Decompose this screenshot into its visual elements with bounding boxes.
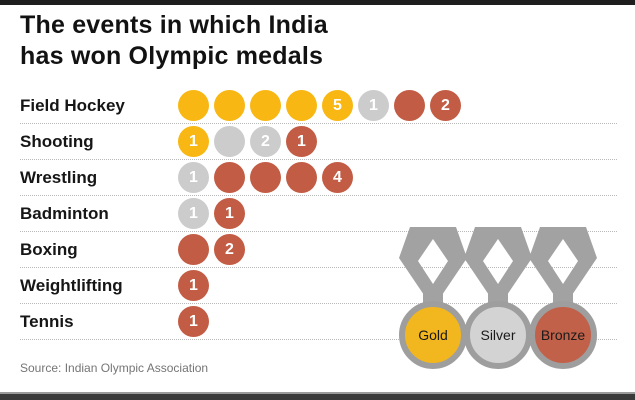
source-note: Source: Indian Olympic Association bbox=[20, 361, 209, 375]
row-label: Badminton bbox=[20, 203, 109, 223]
legend-medal-label: Gold bbox=[418, 327, 448, 343]
medal-dot-silver: 1 bbox=[178, 162, 209, 193]
legend-medal-label: Silver bbox=[480, 327, 515, 343]
row-label: Shooting bbox=[20, 131, 94, 151]
medal-dots: 1 bbox=[178, 270, 209, 301]
title-line-1: The events in which India bbox=[20, 11, 328, 39]
chart-title: The events in which India has won Olympic… bbox=[20, 10, 328, 72]
chart-row: Boxing 2 bbox=[20, 232, 617, 268]
medal-dot-silver: 1 bbox=[358, 90, 389, 121]
medal-dot-bronze: 1 bbox=[286, 126, 317, 157]
medal-dot-gold bbox=[250, 90, 281, 121]
legend-medal-silver: Silver bbox=[464, 227, 532, 369]
medal-dot-bronze: 1 bbox=[214, 198, 245, 229]
medal-legend: Gold Silver Bronze bbox=[399, 227, 597, 369]
medal-dot-bronze: 2 bbox=[214, 234, 245, 265]
medal-dot-gold bbox=[178, 90, 209, 121]
medal-dot-bronze bbox=[178, 234, 209, 265]
medal-dot-gold bbox=[286, 90, 317, 121]
title-line-2: has won Olympic medals bbox=[20, 42, 324, 70]
ribbon-icon bbox=[464, 227, 532, 298]
medal-dot-silver: 1 bbox=[178, 198, 209, 229]
medal-dot-bronze: 2 bbox=[430, 90, 461, 121]
medal-dots: 2 bbox=[178, 234, 245, 265]
ribbon-icon bbox=[399, 227, 467, 298]
ribbon-icon bbox=[529, 227, 597, 298]
chart-row: Wrestling 1 4 bbox=[20, 160, 617, 196]
medal-dot-silver bbox=[214, 126, 245, 157]
chart-row: Field Hockey 5 1 2 bbox=[20, 88, 617, 124]
medal-dot-bronze bbox=[286, 162, 317, 193]
medal-dot-gold: 1 bbox=[178, 126, 209, 157]
medal-dot-bronze: 1 bbox=[178, 306, 209, 337]
row-label: Field Hockey bbox=[20, 95, 125, 115]
chart-row: Badminton 1 1 bbox=[20, 196, 617, 232]
medal-dot-bronze: 1 bbox=[178, 270, 209, 301]
medal-dot-gold bbox=[214, 90, 245, 121]
medal-dot-bronze bbox=[394, 90, 425, 121]
legend-medal-bronze: Bronze bbox=[529, 227, 597, 369]
row-label: Weightlifting bbox=[20, 275, 123, 295]
top-accent-bar bbox=[0, 0, 635, 5]
legend-medal-label: Bronze bbox=[541, 327, 586, 343]
bottom-accent-bar bbox=[0, 392, 635, 400]
chart-row: Shooting 1 2 1 bbox=[20, 124, 617, 160]
medal-disc-icon bbox=[529, 301, 597, 369]
row-label: Tennis bbox=[20, 311, 74, 331]
medal-rows: Field Hockey 5 1 2 Shooting 1 2 1 Wrestling 1 4 Bad… bbox=[20, 88, 617, 340]
row-label: Boxing bbox=[20, 239, 78, 259]
chart-row: Weightlifting 1 bbox=[20, 268, 617, 304]
medal-dot-gold: 5 bbox=[322, 90, 353, 121]
row-label: Wrestling bbox=[20, 167, 98, 187]
medal-dots: 1 bbox=[178, 306, 209, 337]
medal-dot-silver: 2 bbox=[250, 126, 281, 157]
chart-row: Tennis 1 bbox=[20, 304, 617, 340]
medal-dot-bronze bbox=[214, 162, 245, 193]
legend-medal-gold: Gold bbox=[399, 227, 467, 369]
medal-dot-bronze bbox=[250, 162, 281, 193]
medal-dot-bronze: 4 bbox=[322, 162, 353, 193]
